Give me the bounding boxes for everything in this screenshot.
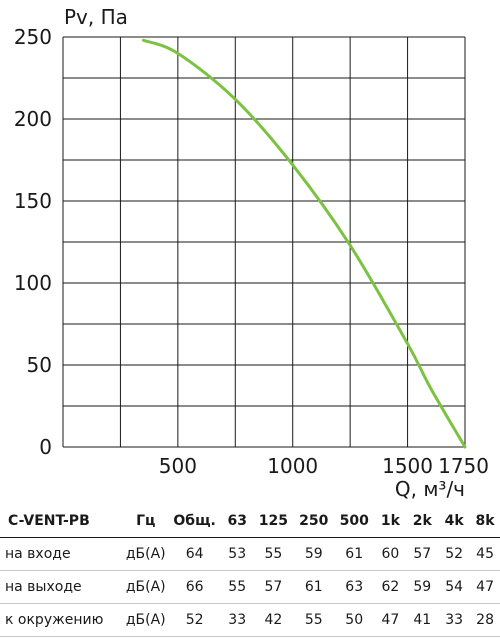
value-cell: 42	[253, 603, 294, 637]
column-header: 500	[334, 505, 375, 538]
value-cell: 47	[374, 603, 407, 637]
value-cell: 28	[470, 603, 500, 637]
column-header: 4k	[438, 505, 471, 538]
column-header: 63	[221, 505, 254, 538]
unit-cell: дБ(А)	[123, 603, 169, 637]
x-tick-label: 500	[159, 454, 197, 478]
column-header: 1k	[374, 505, 407, 538]
value-cell: 50	[334, 603, 375, 637]
value-cell: 60	[374, 537, 407, 571]
row-label: на выходе	[0, 570, 124, 604]
x-tick-label: 1500	[382, 454, 433, 478]
pressure-flow-chart: 0 50 100 150 200 250 500 1000 1500 1750 Pv, Па Q…	[14, 5, 489, 501]
y-tick-label: 0	[39, 435, 52, 459]
x-axis-ticks: 500 1000 1500 1750	[159, 454, 489, 478]
table-row: на входе дБ(А) 64 53 55 59 61 60 57 52 45	[0, 537, 500, 571]
value-cell: 55	[293, 603, 334, 637]
value-cell: 64	[168, 537, 222, 571]
y-axis-label: Pv, Па	[64, 5, 128, 29]
value-cell: 33	[221, 603, 254, 637]
model-name: C-VENT-PB	[0, 505, 124, 538]
value-cell: 59	[406, 570, 439, 604]
value-cell: 52	[438, 537, 471, 571]
value-cell: 53	[221, 537, 254, 571]
value-cell: 61	[334, 537, 375, 571]
column-header: Гц	[123, 505, 169, 538]
series-curves	[141, 38, 467, 449]
x-axis-label: Q, м³/ч	[395, 477, 465, 501]
value-cell: 55	[221, 570, 254, 604]
table-row: на выходе дБ(А) 66 55 57 61 63 62 59 54 47	[0, 570, 500, 604]
table-header-row: C-VENT-PB Гц Общ. 63 125 250 500 1k 2k 4k 8k	[0, 505, 500, 538]
value-cell: 47	[470, 570, 500, 604]
x-tick-label: 1000	[267, 454, 318, 478]
value-cell: 59	[293, 537, 334, 571]
unit-cell: дБ(А)	[123, 537, 169, 571]
column-header: Общ.	[168, 505, 222, 538]
row-label: к окружению	[0, 603, 124, 637]
value-cell: 57	[406, 537, 439, 571]
series-line	[141, 38, 467, 449]
chart-grid	[62, 36, 466, 448]
value-cell: 33	[438, 603, 471, 637]
unit-cell: дБ(А)	[123, 570, 169, 604]
noise-table: C-VENT-PB Гц Общ. 63 125 250 500 1k 2k 4k 8k на в…	[0, 505, 500, 637]
y-axis-ticks: 0 50 100 150 200 250	[14, 25, 52, 459]
y-tick-label: 50	[27, 353, 52, 377]
column-header: 8k	[470, 505, 500, 538]
table-row: к окружению дБ(А) 52 33 42 55 50 47 41 33 28	[0, 603, 500, 637]
value-cell: 52	[168, 603, 222, 637]
value-cell: 54	[438, 570, 471, 604]
value-cell: 57	[253, 570, 294, 604]
y-tick-label: 100	[14, 271, 52, 295]
y-tick-label: 250	[14, 25, 52, 49]
x-tick-label: 1750	[438, 454, 489, 478]
value-cell: 45	[470, 537, 500, 571]
column-header: 125	[253, 505, 294, 538]
y-tick-label: 150	[14, 189, 52, 213]
value-cell: 55	[253, 537, 294, 571]
value-cell: 41	[406, 603, 439, 637]
table-body: на входе дБ(А) 64 53 55 59 61 60 57 52 45 на выходе…	[0, 537, 500, 637]
row-label: на входе	[0, 537, 124, 571]
column-header: 2k	[406, 505, 439, 538]
column-header: 250	[293, 505, 334, 538]
value-cell: 62	[374, 570, 407, 604]
value-cell: 61	[293, 570, 334, 604]
value-cell: 66	[168, 570, 222, 604]
value-cell: 63	[334, 570, 375, 604]
y-tick-label: 200	[14, 107, 52, 131]
